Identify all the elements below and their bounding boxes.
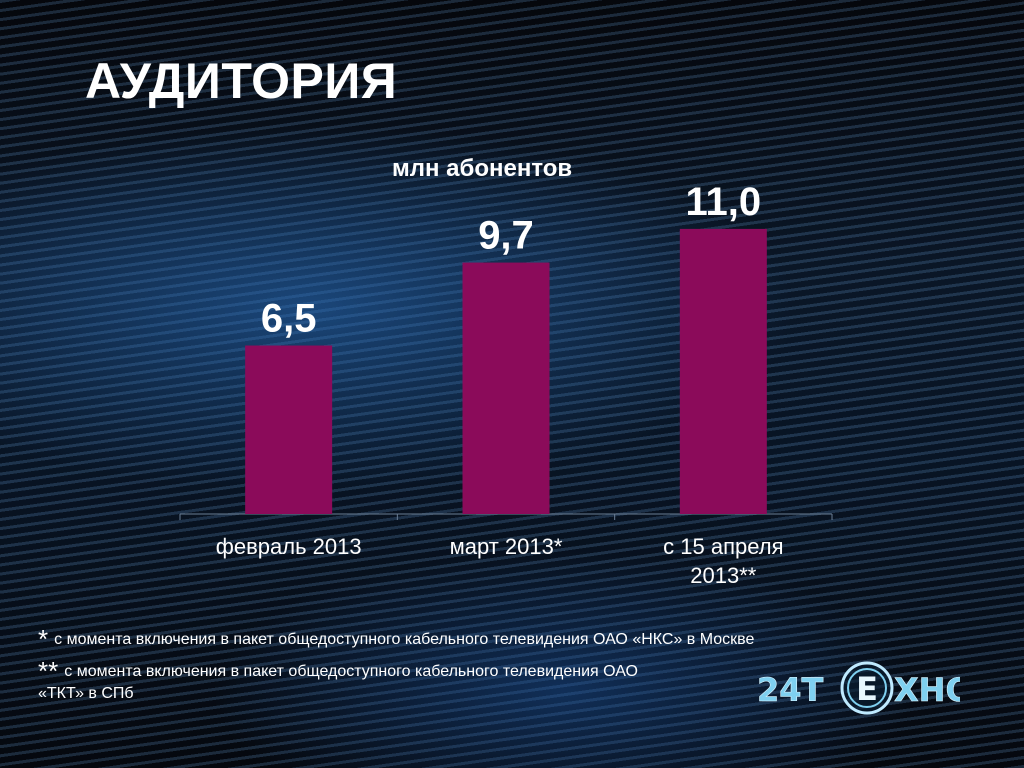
- category-label-3-line-2: 2013**: [690, 563, 757, 588]
- data-label-2: 9,7: [478, 214, 534, 258]
- logo-text-right: ХНО: [894, 671, 960, 709]
- category-label-1: февраль 2013: [216, 534, 362, 559]
- logo-inner-ring: [847, 668, 887, 708]
- data-label-1: 6,5: [261, 297, 317, 341]
- footnote-2-text: с момента включения в пакет общедоступно…: [38, 663, 638, 702]
- bar-chart: 6,5 февраль 2013 9,7 март 2013* 11,0 с 15 апр…: [179, 180, 833, 588]
- slide-title: АУДИТОРИЯ: [85, 53, 398, 109]
- logo-text-mid: Е: [856, 670, 878, 708]
- bar-3: [679, 228, 767, 514]
- category-label-3-line-1: с 15 апреля: [663, 534, 783, 559]
- footnote-2: ** с момента включения в пакет общедоступ…: [38, 658, 678, 705]
- footnote-1-text: с момента включения в пакет общедоступно…: [54, 631, 755, 648]
- bar-2: [462, 262, 550, 514]
- footnote-2-mark: **: [38, 656, 59, 686]
- logo-ring: [840, 661, 894, 715]
- footnote-1-mark: *: [38, 624, 49, 654]
- channel-logo: 24Т Е ХНО: [757, 661, 960, 715]
- unit-label: млн абонентов: [392, 155, 573, 182]
- data-label-3: 11,0: [686, 180, 762, 224]
- category-label-2: март 2013*: [450, 534, 563, 559]
- footnote-1: * с момента включения в пакет общедоступн…: [38, 626, 755, 652]
- logo-text-left: 24Т: [757, 671, 824, 709]
- bar-1: [245, 345, 333, 514]
